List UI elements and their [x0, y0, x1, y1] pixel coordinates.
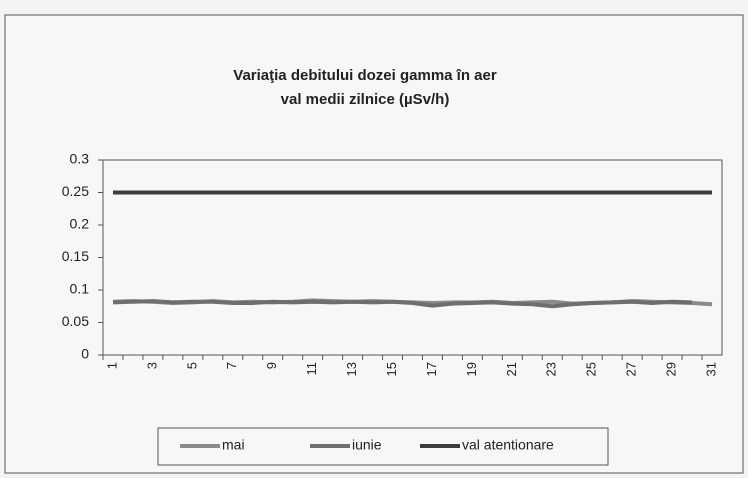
- x-tick-label: 1: [104, 362, 119, 369]
- x-tick-label: 31: [703, 362, 718, 376]
- y-tick-label: 0.1: [70, 281, 90, 297]
- x-tick-label: 23: [544, 362, 559, 376]
- series-line: [112, 299, 693, 309]
- x-tick-label: 19: [464, 362, 479, 376]
- y-tick-label: 0.05: [62, 313, 89, 329]
- legend-label: val atentionare: [462, 437, 554, 453]
- y-tick-label: 0.15: [62, 248, 89, 264]
- x-tick-label: 21: [504, 362, 519, 376]
- y-tick-label: 0.25: [62, 183, 89, 199]
- y-tick-label: 0.3: [70, 151, 90, 167]
- legend-label: mai: [222, 437, 245, 453]
- legend-label: iunie: [352, 437, 382, 453]
- x-tick-label: 25: [584, 362, 599, 376]
- x-tick-label: 17: [424, 362, 439, 376]
- chart-frame: [4, 14, 744, 474]
- chart-subtitle: val medii zilnice (µSv/h): [281, 91, 450, 108]
- chart-title: Variaţia debitului dozei gamma în aer: [233, 67, 497, 84]
- legend-box: [157, 427, 609, 466]
- x-tick-label: 3: [144, 362, 159, 369]
- y-tick-label: 0.2: [70, 216, 90, 232]
- x-tick-label: 13: [344, 362, 359, 376]
- x-tick-label: 5: [184, 362, 199, 369]
- x-tick-label: 7: [224, 362, 239, 369]
- x-tick-label: 15: [384, 362, 399, 376]
- x-tick-label: 29: [664, 362, 679, 376]
- x-tick-label: 9: [264, 362, 279, 369]
- y-tick-label: 0: [81, 346, 89, 362]
- x-tick-label: 11: [304, 362, 319, 376]
- x-tick-label: 27: [624, 362, 639, 376]
